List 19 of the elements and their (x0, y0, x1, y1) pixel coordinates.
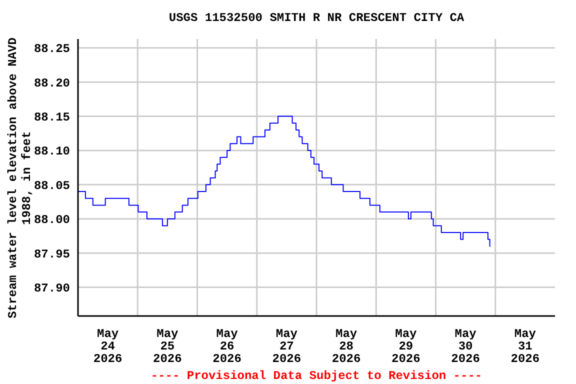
x-tick-label: May 30 2026 (451, 326, 480, 366)
y-tick-label: 88.00 (34, 213, 70, 228)
text: ---- Provisional Data Subject to Revision ---- (150, 369, 484, 383)
y-tick-label: 87.90 (34, 282, 70, 296)
chart-title: USGS 11532500 SMITH R NR CRESCENT CITY CA (168, 11, 466, 25)
y-tick-label: 88.20 (34, 76, 70, 90)
x-tick-label: May 26 2026 (212, 326, 242, 366)
y-axis-title: Stream water level elevation above NAVD 1988, in feet (6, 38, 34, 318)
y-tick-label: 88.10 (34, 144, 70, 159)
x-tick-label: May 31 2026 (510, 326, 540, 366)
x-tick-label: May 24 2026 (93, 326, 122, 366)
y-tick-label: 87.95 (34, 247, 70, 262)
y-tick-label: 88.25 (34, 42, 70, 56)
x-tick-label: May 25 2026 (153, 326, 182, 366)
x-tick-label: May 29 2026 (392, 326, 420, 366)
x-tick-label: May 28 2026 (332, 326, 361, 366)
y-tick-label: 88.05 (34, 178, 70, 193)
x-tick-label: May 27 2026 (272, 326, 302, 366)
y-tick-label: 88.15 (34, 110, 70, 125)
